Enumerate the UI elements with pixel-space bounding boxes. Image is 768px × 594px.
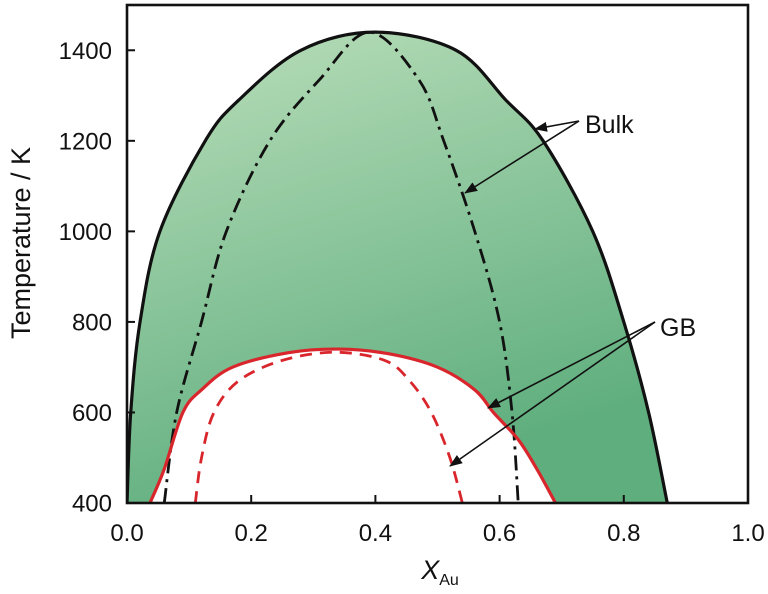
y-tick-label: 1400 bbox=[59, 38, 112, 65]
curves bbox=[127, 30, 669, 503]
x-tick-label: 0.2 bbox=[235, 520, 268, 547]
gb-dashed-curve bbox=[193, 350, 464, 503]
x-tick-label: 0.8 bbox=[607, 520, 640, 547]
x-axis-title: XAu bbox=[420, 555, 459, 589]
x-tick-label: 0.4 bbox=[359, 520, 392, 547]
plot-frame bbox=[125, 3, 750, 505]
gb-arrow-solid bbox=[487, 321, 656, 409]
y-tick-label: 800 bbox=[72, 309, 112, 336]
x-tick-label: 1.0 bbox=[731, 520, 764, 547]
y-axis-title: Temperature / K bbox=[6, 147, 36, 339]
bulk-dashdot-curve bbox=[162, 30, 520, 503]
y-tick-label: 400 bbox=[72, 491, 112, 518]
gb-solid-curve bbox=[148, 347, 557, 503]
bulk-arrow-dashdot bbox=[464, 120, 580, 194]
y-tick-label: 1200 bbox=[59, 128, 112, 155]
annotation-bulk-group: Bulk bbox=[464, 111, 634, 194]
bulk-solid-curve bbox=[127, 30, 669, 503]
tick-marks bbox=[126, 49, 749, 504]
gb-arrow-dashed bbox=[449, 321, 656, 467]
x-tick-label: 0.6 bbox=[483, 520, 516, 547]
y-tick-label: 1000 bbox=[59, 219, 112, 246]
bulk-arrow-solid bbox=[534, 120, 580, 132]
x-axis-title-subscript: Au bbox=[439, 572, 459, 589]
annotation-gb-group: GB bbox=[449, 314, 696, 467]
x-tick-label: 0.0 bbox=[110, 520, 143, 547]
tick-labels: 0.0 0.2 0.4 0.6 0.8 1.0 400 600 800 1000 1200 1400 bbox=[59, 38, 765, 547]
y-tick-label: 600 bbox=[72, 400, 112, 427]
x-axis-title-main: X bbox=[420, 555, 440, 585]
annotation-gb-label: GB bbox=[660, 314, 696, 342]
annotation-bulk-label: Bulk bbox=[585, 111, 634, 139]
